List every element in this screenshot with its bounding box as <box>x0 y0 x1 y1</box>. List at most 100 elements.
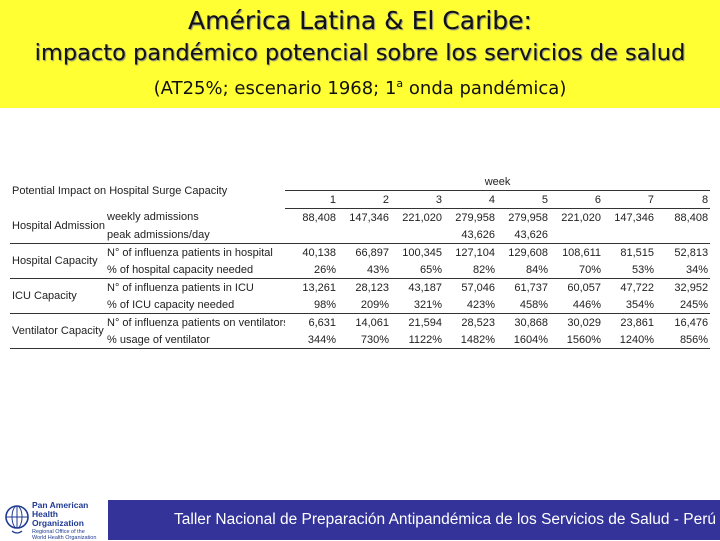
metric-label: peak admissions/day <box>105 226 286 244</box>
table-cell: 856% <box>656 331 711 349</box>
table-cell: 52,813 <box>674 246 709 259</box>
table-cell: 458% <box>497 296 551 314</box>
logo-line-2: Health <box>32 509 58 519</box>
table-row: % of hospital capacity needed 26% 43% 65% 82… <box>10 261 711 279</box>
table-cell: 88,408 <box>302 211 337 224</box>
logo-wordmark: Pan American Health Organization <box>32 501 88 528</box>
slide-subtitle: impacto pandémico potencial sobre los se… <box>34 40 686 66</box>
table-cell: 1604% <box>497 331 551 349</box>
logo-sub-2: World Health Organization <box>32 535 97 541</box>
week-number-6: 6 <box>550 190 604 209</box>
week-number-1: 1 <box>285 190 339 209</box>
table-cell: 23,861 <box>620 316 655 329</box>
category-label: ICU Capacity <box>10 278 105 314</box>
logo-line-1: Pan American <box>32 500 89 510</box>
category-label: Hospital Admission <box>10 208 105 244</box>
logo-sub-1: Regional Office of the <box>32 529 85 535</box>
table-cell: 21,594 <box>408 316 443 329</box>
header-row-week: Potential Impact on Hospital Surge Capac… <box>10 173 711 197</box>
table-cell: 147,346 <box>349 211 390 224</box>
metric-label: % of hospital capacity needed <box>105 261 286 279</box>
table-row: % usage of ventilator 344% 730% 1122% 1482% 1… <box>10 331 711 349</box>
table-cell: 108,611 <box>562 246 602 259</box>
slide-title: América Latina & El Caribe: <box>188 6 532 35</box>
table-cell: 65% <box>391 261 445 279</box>
table-cell: 32,952 <box>674 281 709 294</box>
table-cell: 14,061 <box>355 316 390 329</box>
table-cell: 1122% <box>391 331 445 349</box>
table-cell: 209% <box>338 296 392 314</box>
week-number-7: 7 <box>603 190 657 209</box>
table-cell: 84% <box>497 261 551 279</box>
logo-subtext: Regional Office of the World Health Orga… <box>32 529 96 541</box>
table-cell: 730% <box>338 331 392 349</box>
table-cell: 245% <box>656 296 711 314</box>
table-cell <box>550 226 604 244</box>
table-cell: 98% <box>285 296 339 314</box>
table-cell: 43% <box>338 261 392 279</box>
table-cell: 28,523 <box>461 316 496 329</box>
surge-capacity-table: Potential Impact on Hospital Surge Capac… <box>10 173 711 349</box>
table-cell: 16,476 <box>674 316 709 329</box>
title-header: América Latina & El Caribe: impacto pand… <box>0 0 720 108</box>
table-cell: 127,104 <box>455 246 496 259</box>
table-cell: 147,346 <box>614 211 655 224</box>
workshop-banner: Taller Nacional de Preparación Antipandé… <box>108 500 720 540</box>
table-cell: 1482% <box>444 331 498 349</box>
table-cell: 321% <box>391 296 445 314</box>
scenario-note-text: (AT25%; escenario 1968; 1 <box>153 78 397 99</box>
table-row: Hospital Capacity N° of influenza patient… <box>10 243 710 279</box>
week-number-4: 4 <box>444 190 498 209</box>
category-label: Ventilator Capacity <box>10 313 105 349</box>
table-cell: 279,958 <box>508 211 549 224</box>
scenario-note-superscript: a <box>396 77 404 90</box>
scenario-note-text-end: onda pandémica) <box>403 78 567 99</box>
table-cell <box>285 226 339 244</box>
slide-scenario-note: (AT25%; escenario 1968; 1a onda pandémic… <box>0 77 720 99</box>
week-header: week <box>285 173 711 191</box>
table-cell: 30,868 <box>514 316 549 329</box>
table-cell: 88,408 <box>674 211 709 224</box>
table-row: Hospital Admission weekly admissions 88,40… <box>10 208 710 244</box>
table-cell: 344% <box>285 331 339 349</box>
logo-line-3: Organization <box>32 518 84 528</box>
table-cell: 446% <box>550 296 604 314</box>
table-row: % of ICU capacity needed 98% 209% 321% 423% 4… <box>10 296 711 314</box>
week-number-5: 5 <box>497 190 551 209</box>
table-cell: 423% <box>444 296 498 314</box>
table-cell <box>656 226 711 244</box>
week-number-2: 2 <box>338 190 392 209</box>
table-row: Ventilator Capacity N° of influenza patie… <box>10 313 710 349</box>
table-cell: 26% <box>285 261 339 279</box>
table-cell: 1560% <box>550 331 604 349</box>
table-cell: 60,057 <box>567 281 602 294</box>
footer: Pan American Health Organization Regiona… <box>0 498 720 541</box>
table-cell: 43,626 <box>497 226 551 244</box>
table-cell: 66,897 <box>355 246 390 259</box>
globe-icon <box>5 505 29 534</box>
week-number-8: 8 <box>656 190 711 209</box>
table-cell: 100,345 <box>402 246 443 259</box>
table-cell: 129,608 <box>508 246 549 259</box>
category-label: Hospital Capacity <box>10 243 105 279</box>
table-cell: 28,123 <box>355 281 390 294</box>
metric-label: N° of influenza patients in ICU <box>107 281 254 294</box>
table-row: ICU Capacity N° of influenza patients in … <box>10 278 710 314</box>
table-cell: 47,722 <box>620 281 655 294</box>
table-cell: 34% <box>656 261 711 279</box>
table-cell: 43,626 <box>444 226 498 244</box>
table-cell: 82% <box>444 261 498 279</box>
table-cell: 221,020 <box>561 211 602 224</box>
table-cell: 1240% <box>603 331 657 349</box>
table-title: Potential Impact on Hospital Surge Capac… <box>12 184 228 197</box>
table-cell <box>391 226 445 244</box>
table-cell: 30,029 <box>567 316 602 329</box>
metric-label: weekly admissions <box>107 211 199 224</box>
metric-label: % usage of ventilator <box>105 331 286 349</box>
table-cell: 6,631 <box>308 316 337 329</box>
metric-label: N° of influenza patients on ventilators <box>107 316 286 329</box>
table-cell: 43,187 <box>408 281 443 294</box>
table-cell: 13,261 <box>302 281 337 294</box>
table-cell: 40,138 <box>302 246 337 259</box>
